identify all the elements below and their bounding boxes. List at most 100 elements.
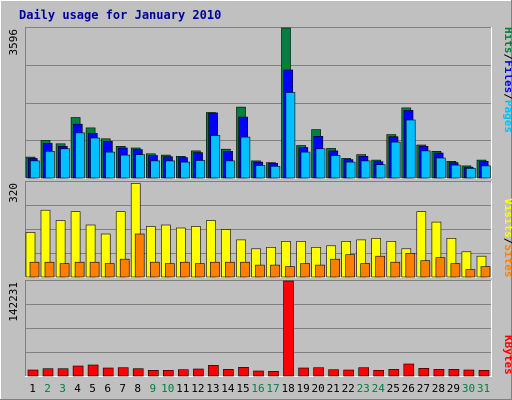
x-tick-label-24: 24 — [372, 382, 386, 395]
x-tick-label-7: 7 — [119, 382, 126, 395]
bar-pages-day-4 — [75, 132, 85, 179]
bar-kbytes-day-1 — [27, 369, 39, 377]
bar-pages-day-26 — [405, 119, 416, 179]
x-tick-label-13: 13 — [206, 382, 219, 395]
bar-kbytes-day-29 — [448, 368, 460, 377]
bar-pages-day-17 — [270, 166, 281, 179]
bar-pages-day-25 — [390, 141, 401, 179]
x-tick-label-25: 25 — [387, 382, 400, 395]
chart-panels: 3596Hits/Files/Pages320Visits/Sites14223… — [7, 27, 512, 377]
series-legend: Visits/Sites — [502, 198, 512, 278]
bar-sites-day-19 — [300, 263, 310, 278]
bar-sites-day-29 — [450, 263, 461, 278]
x-tick-label-3: 3 — [59, 382, 66, 395]
x-tick-label-10: 10 — [161, 382, 174, 395]
chart-title: Daily usage for January 2010 — [19, 8, 221, 22]
bar-pages-day-21 — [330, 155, 341, 179]
bar-kbytes-day-10 — [163, 369, 174, 377]
bar-sites-day-11 — [180, 261, 190, 278]
panel-bottom: 142231 KBytes — [7, 280, 512, 377]
bar-pages-day-22 — [345, 161, 356, 179]
bar-pages-day-27 — [420, 150, 431, 179]
bar-sites-day-31 — [480, 266, 491, 278]
bar-kbytes-day-15 — [238, 366, 249, 377]
bar-kbytes-day-9 — [148, 369, 159, 377]
bar-sites-day-27 — [420, 260, 431, 278]
bar-pages-day-28 — [435, 157, 446, 179]
bar-pages-day-2 — [45, 151, 55, 179]
bar-pages-day-8 — [135, 154, 145, 179]
bar-pages-day-14 — [225, 160, 236, 179]
x-tick-label-28: 28 — [432, 382, 445, 395]
bar-kbytes-day-20 — [313, 367, 324, 377]
x-tick-label-22: 22 — [342, 382, 355, 395]
legend-visits: Visits — [502, 198, 512, 238]
bar-pages-day-12 — [195, 160, 206, 179]
x-tick-label-16: 16 — [251, 382, 264, 395]
x-tick-label-27: 27 — [417, 382, 430, 395]
x-tick-label-30: 30 — [462, 382, 475, 395]
x-tick-label-18: 18 — [281, 382, 294, 395]
bar-kbytes-day-4 — [72, 365, 84, 377]
bar-kbytes-day-2 — [42, 368, 54, 377]
x-tick-label-4: 4 — [74, 382, 81, 395]
legend-kbytes: KBytes — [502, 335, 512, 375]
bar-sites-day-25 — [390, 261, 401, 278]
x-tick-label-8: 8 — [134, 382, 141, 395]
legend-files: Files — [502, 60, 512, 93]
x-tick-label-2: 2 — [44, 382, 51, 395]
bar-sites-day-8 — [134, 233, 145, 278]
bar-pages-day-23 — [360, 160, 371, 179]
bar-kbytes-day-13 — [208, 364, 219, 377]
bar-pages-day-29 — [450, 164, 461, 179]
legend-pages: Pages — [502, 100, 512, 133]
x-axis-labels: 1 2 3 4 5 6 7 8 9 10 11 12 13 14 15 16 17 18 19 20 21 22 23 24 2… — [29, 382, 490, 395]
x-tick-label-15: 15 — [236, 382, 249, 395]
bar-pages-day-19 — [300, 151, 311, 179]
x-tick-label-29: 29 — [447, 382, 460, 395]
bar-sites-day-20 — [315, 264, 325, 278]
bar-sites-day-21 — [330, 258, 340, 278]
bar-sites-day-5 — [89, 261, 100, 278]
bar-pages-day-10 — [165, 160, 175, 179]
bar-sites-day-15 — [240, 261, 250, 278]
panel-middle: 320 Visits/Sites — [7, 181, 512, 278]
bar-pages-day-11 — [180, 161, 190, 179]
bar-kbytes-day-8 — [132, 368, 144, 377]
bar-pages-day-16 — [255, 165, 266, 179]
x-tick-label-26: 26 — [402, 382, 415, 395]
bar-kbytes-day-19 — [298, 367, 309, 377]
x-tick-label-20: 20 — [311, 382, 324, 395]
bar-sites-day-16 — [255, 264, 265, 278]
bar-sites-day-17 — [270, 264, 280, 278]
bar-sites-day-23 — [360, 263, 371, 278]
x-tick-label-17: 17 — [266, 382, 279, 395]
y-max-label: 3596 — [7, 29, 20, 56]
bar-kbytes-day-5 — [87, 364, 99, 377]
bar-pages-day-30 — [465, 168, 476, 179]
bar-sites-day-28 — [435, 257, 446, 278]
bar-sites-day-6 — [104, 263, 115, 278]
bar-pages-day-5 — [90, 137, 100, 179]
bar-sites-day-13 — [210, 261, 220, 278]
x-tick-label-31: 31 — [477, 382, 490, 395]
bar-pages-day-6 — [105, 151, 115, 179]
bar-kbytes-day-7 — [117, 367, 129, 377]
legend-hits: Hits — [502, 27, 512, 54]
bar-sites-day-22 — [345, 254, 356, 278]
bar-pages-day-18 — [285, 92, 296, 179]
bar-sites-day-1 — [29, 261, 40, 278]
bar-kbytes-day-27 — [418, 367, 430, 377]
x-tick-label-21: 21 — [327, 382, 340, 395]
bar-pages-day-3 — [60, 148, 70, 179]
bar-sites-day-10 — [165, 263, 175, 278]
x-tick-label-14: 14 — [221, 382, 235, 395]
bar-pages-day-20 — [315, 148, 326, 179]
bar-kbytes-day-23 — [358, 367, 370, 377]
bar-kbytes-day-26 — [403, 363, 415, 377]
legend-separator: / — [502, 54, 512, 61]
bar-sites-day-4 — [74, 261, 85, 278]
bar-kbytes-day-25 — [388, 368, 400, 377]
